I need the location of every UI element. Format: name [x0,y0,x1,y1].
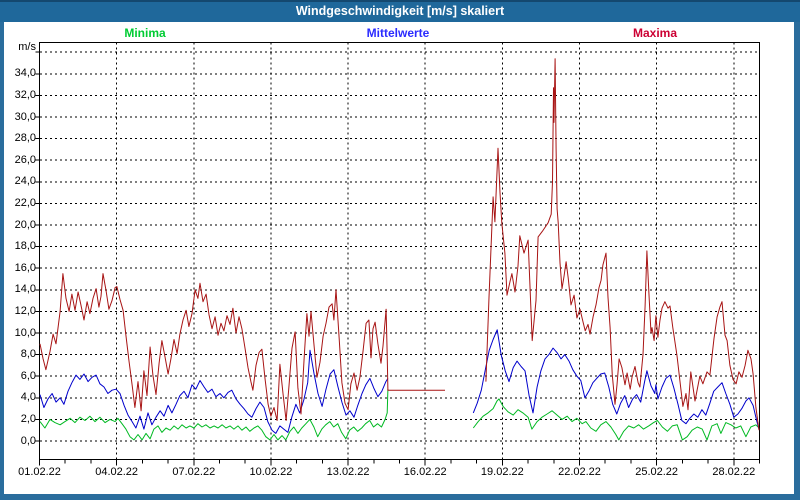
x-tick-label: 04.02.22 [95,466,139,478]
series-line-mittelwerte [472,329,760,430]
y-axis-unit-label: m/s [18,41,36,53]
series-line-minima [39,389,389,441]
chart-title: Windgeschwindigkeit [m/s] skaliert [295,4,505,18]
y-tick-label: 8,0 [20,348,36,361]
series-line-mittelwerte [39,349,389,434]
y-tick-label: 32,0 [14,88,36,101]
y-tick-label: 2,0 [20,412,36,425]
window-title-bar: Windgeschwindigkeit [m/s] skaliert [0,0,800,22]
x-tick-label: 13.02.22 [326,466,370,478]
x-tick-label: 10.02.22 [249,466,293,478]
y-tick-label: 12,0 [14,304,36,317]
x-tick-label: 07.02.22 [172,466,216,478]
y-tick-label: 14,0 [14,283,36,296]
legend-minima-label: Minima [124,26,166,40]
x-tick-label: 01.02.22 [18,466,61,478]
x-tick-label: 16.02.22 [403,466,447,478]
series-line-maxima [485,58,760,431]
legend-mittelwerte-label: Mittelwerte [366,26,430,40]
x-tick-label: 25.02.22 [635,466,679,478]
y-tick-label: 20,0 [14,218,36,231]
y-tick-label: 6,0 [20,369,36,382]
plot-frame [39,42,760,460]
y-tick-label: 30,0 [14,110,36,123]
y-tick-label: 34,0 [14,67,36,80]
chart-panel [0,22,800,500]
series-line-minima [472,398,760,441]
x-tick-label: 28.02.22 [712,466,756,478]
series-line-maxima [39,273,445,421]
y-tick-label: 4,0 [20,391,36,404]
y-tick-label: 22,0 [14,196,36,209]
x-tick-label: 22.02.22 [558,466,601,478]
y-tick-label: 24,0 [14,175,36,188]
y-tick-label: 16,0 [14,261,36,274]
x-tick-label: 19.02.22 [480,466,524,478]
y-tick-label: 26,0 [14,153,36,166]
legend-maxima-label: Maxima [632,26,678,40]
y-tick-label: 0,0 [20,434,36,447]
y-tick-label: 10,0 [14,326,36,339]
y-tick-label: 28,0 [14,132,36,145]
y-tick-label: 18,0 [14,240,36,253]
